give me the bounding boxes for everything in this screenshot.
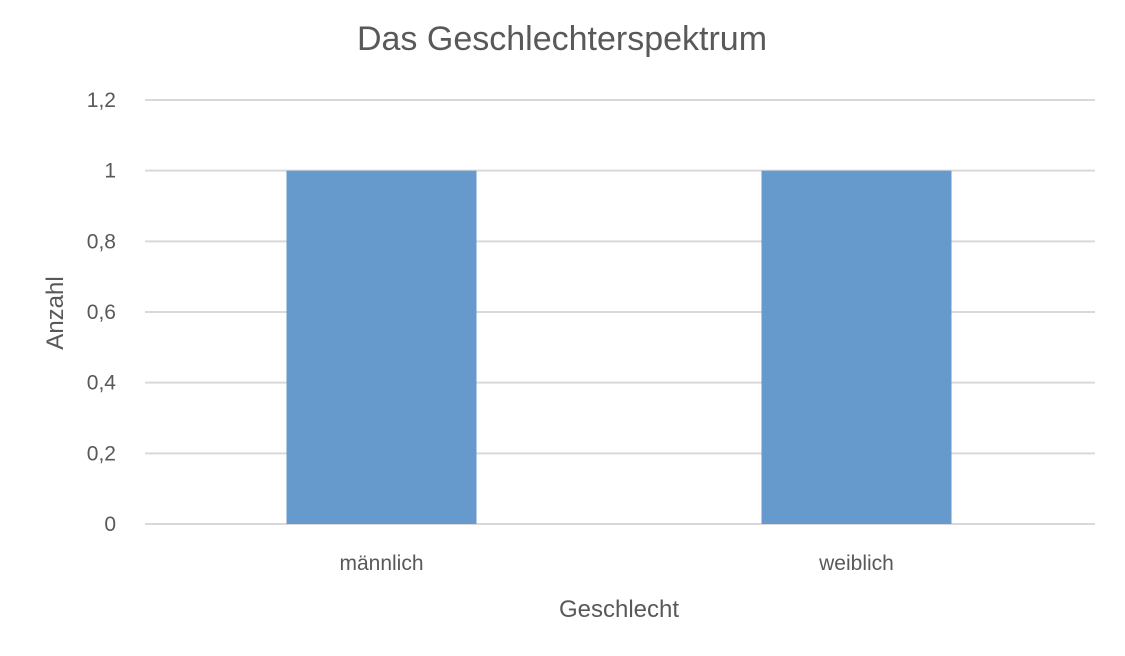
x-axis-ticks: männlich weiblich	[339, 552, 893, 575]
x-axis-title: Geschlecht	[559, 596, 679, 623]
y-tick-label: 0	[104, 513, 116, 536]
y-tick-label: 0,2	[87, 442, 116, 465]
y-tick-label: 0,8	[87, 230, 116, 253]
y-tick-label: 1	[104, 160, 116, 183]
y-axis-title: Anzahl	[42, 276, 69, 349]
y-tick-label: 0,4	[87, 372, 117, 395]
chart-title: Das Geschlechterspektrum	[357, 20, 767, 58]
bar-1	[286, 170, 477, 524]
y-tick-label: 0,6	[87, 301, 116, 324]
bar-2	[761, 170, 952, 524]
bars	[286, 170, 952, 524]
y-tick-label: 1,2	[87, 89, 116, 112]
x-tick-label: männlich	[339, 552, 423, 575]
y-axis-ticks: 0 0,2 0,4 0,6 0,8 1 1,2	[87, 89, 117, 536]
x-tick-label: weiblich	[818, 552, 894, 575]
